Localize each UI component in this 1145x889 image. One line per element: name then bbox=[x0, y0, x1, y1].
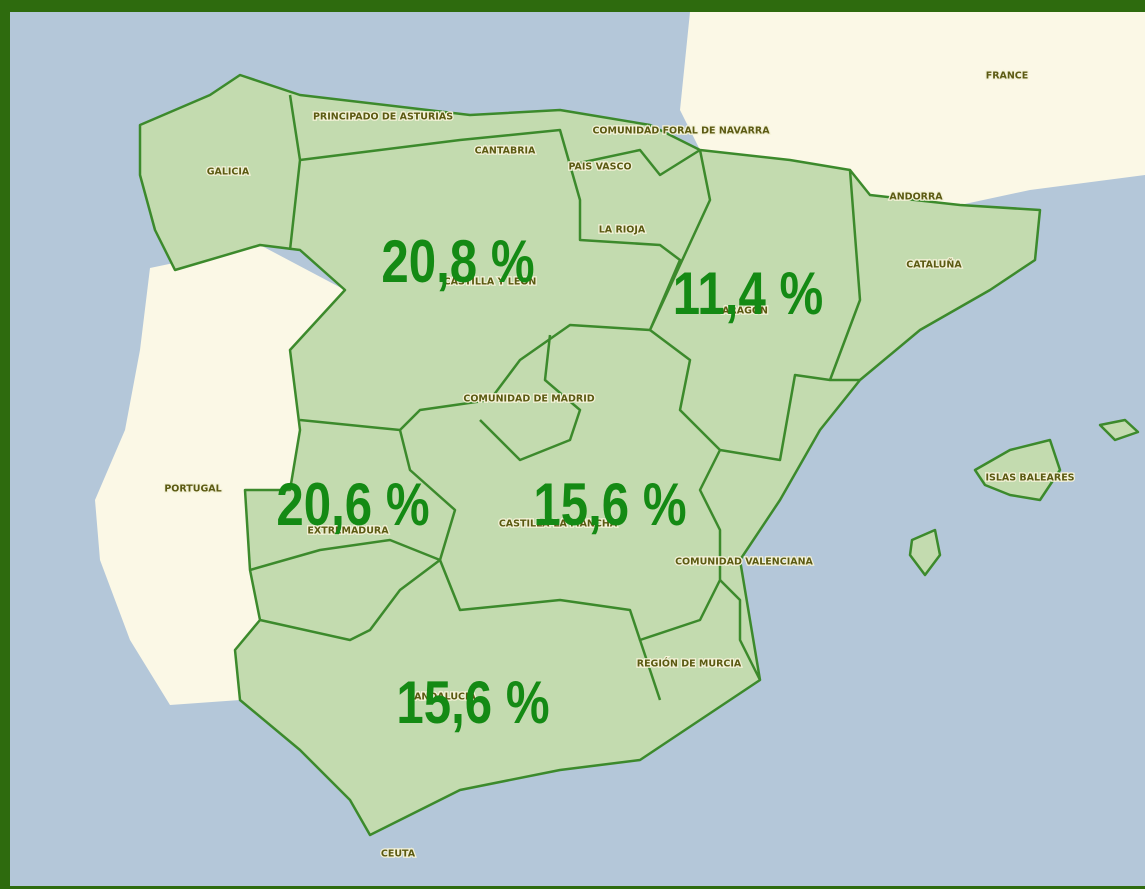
boundary bbox=[828, 169, 862, 382]
percentage-annotation: 11,4 % bbox=[673, 259, 823, 327]
region-label: GALICIA bbox=[207, 167, 250, 178]
spain bbox=[138, 73, 1042, 837]
region-label: EXTREMADURA bbox=[307, 526, 389, 537]
percentage-annotation: 15,6 % bbox=[396, 668, 549, 736]
percentage-annotation: 20,8 % bbox=[381, 227, 534, 295]
ibiza bbox=[908, 528, 942, 577]
boundary bbox=[249, 538, 442, 642]
menorca bbox=[1098, 418, 1140, 442]
region-label: COMUNIDAD FORAL DE NAVARRA bbox=[592, 126, 770, 137]
region-label: CASTILLA-LA MANCHA bbox=[499, 519, 618, 530]
region-label: CATALUÑA bbox=[906, 260, 962, 271]
region-label: ISLAS BALEARES bbox=[985, 473, 1074, 484]
region-label: LA RIOJA bbox=[599, 225, 646, 236]
boundary bbox=[299, 128, 701, 177]
region-label: ANDORRA bbox=[889, 192, 943, 203]
boundary bbox=[719, 579, 762, 681]
region-label: COMUNIDAD VALENCIANA bbox=[675, 557, 813, 568]
region-label: PAIS VASCO bbox=[568, 162, 631, 173]
region-label: CEUTA bbox=[381, 849, 416, 860]
region-label: CANTABRIA bbox=[475, 146, 536, 157]
mallorca bbox=[973, 438, 1062, 502]
region-label: ARAGON bbox=[722, 306, 768, 317]
france bbox=[680, 12, 1145, 205]
region-label: ANDALUCIA bbox=[414, 692, 476, 703]
boundary bbox=[479, 334, 582, 462]
percentage-annotation: 15,6 % bbox=[533, 470, 686, 538]
percentage-annotation: 20,6 % bbox=[276, 470, 429, 538]
region-label: PRINCIPADO DE ASTURIAS bbox=[313, 112, 453, 123]
portugal bbox=[95, 245, 345, 705]
region-label: CASTILLA Y LEON bbox=[444, 277, 537, 288]
region-label: REGIÓN DE MURCIA bbox=[637, 658, 742, 670]
region-label: FRANCE bbox=[986, 71, 1029, 82]
region-label: PORTUGAL bbox=[164, 484, 221, 495]
boundary bbox=[568, 149, 712, 332]
region-label: COMUNIDAD DE MADRID bbox=[463, 394, 594, 405]
boundary bbox=[398, 429, 642, 641]
